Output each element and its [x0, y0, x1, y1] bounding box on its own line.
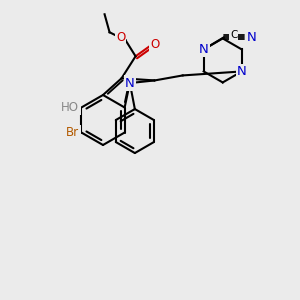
Text: N: N	[247, 31, 256, 44]
Text: O: O	[150, 38, 159, 51]
Text: HO: HO	[61, 101, 79, 114]
Text: N: N	[237, 65, 247, 78]
Text: Br: Br	[66, 126, 79, 139]
Text: N: N	[199, 43, 208, 56]
Text: C: C	[230, 30, 237, 40]
Text: N: N	[125, 76, 135, 89]
Text: O: O	[116, 31, 125, 44]
